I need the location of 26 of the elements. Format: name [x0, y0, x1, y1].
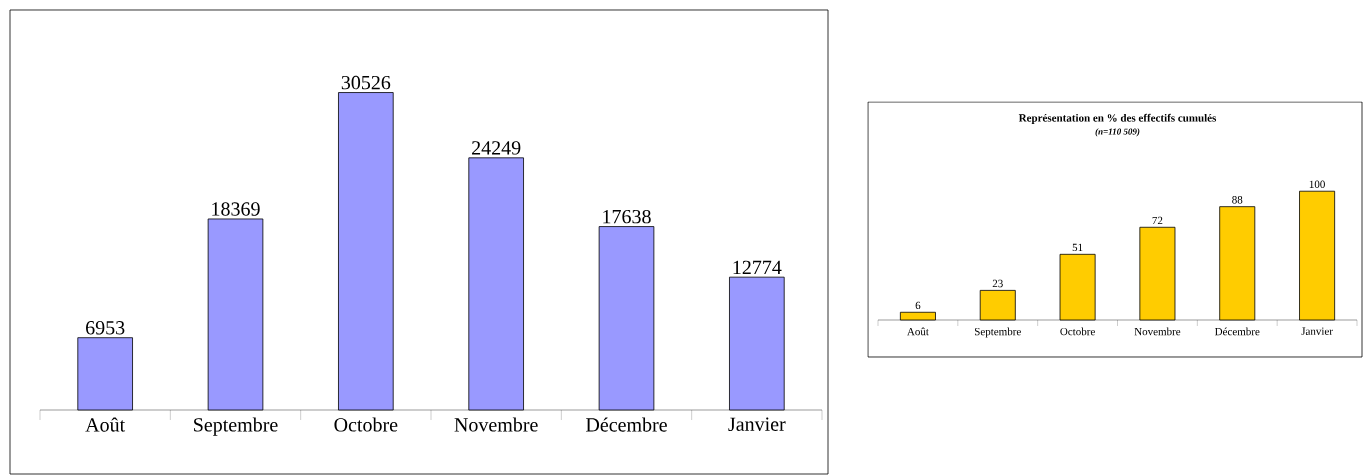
- x-tick-label: Octobre: [334, 417, 398, 432]
- data-label: 17638: [603, 209, 651, 224]
- x-tick-label: Août: [907, 327, 929, 336]
- x-tick-label: Décembre: [1214, 327, 1260, 336]
- x-tick-label: Novembre: [1134, 327, 1181, 336]
- x-tick-label: Décembre: [586, 417, 667, 432]
- data-label: 23: [992, 279, 1003, 288]
- chart-title: Représentation en % des effectifs cumulés: [1018, 113, 1217, 124]
- x-tick-label: Janvier: [728, 417, 786, 431]
- chart-subtitle: (n=110 509): [1095, 128, 1140, 137]
- data-label: 24249: [472, 141, 521, 155]
- data-label: 100: [1309, 180, 1325, 189]
- data-label: 18369: [212, 202, 260, 216]
- x-tick-label: Janvier: [1301, 327, 1333, 335]
- data-label: 51: [1072, 243, 1083, 252]
- x-tick-label: Septembre: [194, 417, 278, 436]
- data-label: 72: [1152, 216, 1163, 225]
- data-label: 12774: [733, 260, 782, 274]
- data-label: 6953: [86, 321, 125, 335]
- data-label: 88: [1232, 196, 1243, 204]
- x-tick-label: Octobre: [1060, 327, 1095, 336]
- data-label: 6: [915, 301, 921, 310]
- x-tick-label: Novembre: [454, 417, 538, 432]
- x-tick-label: Septembre: [974, 327, 1021, 338]
- data-label: 30526: [341, 75, 391, 90]
- x-tick-label: Août: [85, 417, 126, 432]
